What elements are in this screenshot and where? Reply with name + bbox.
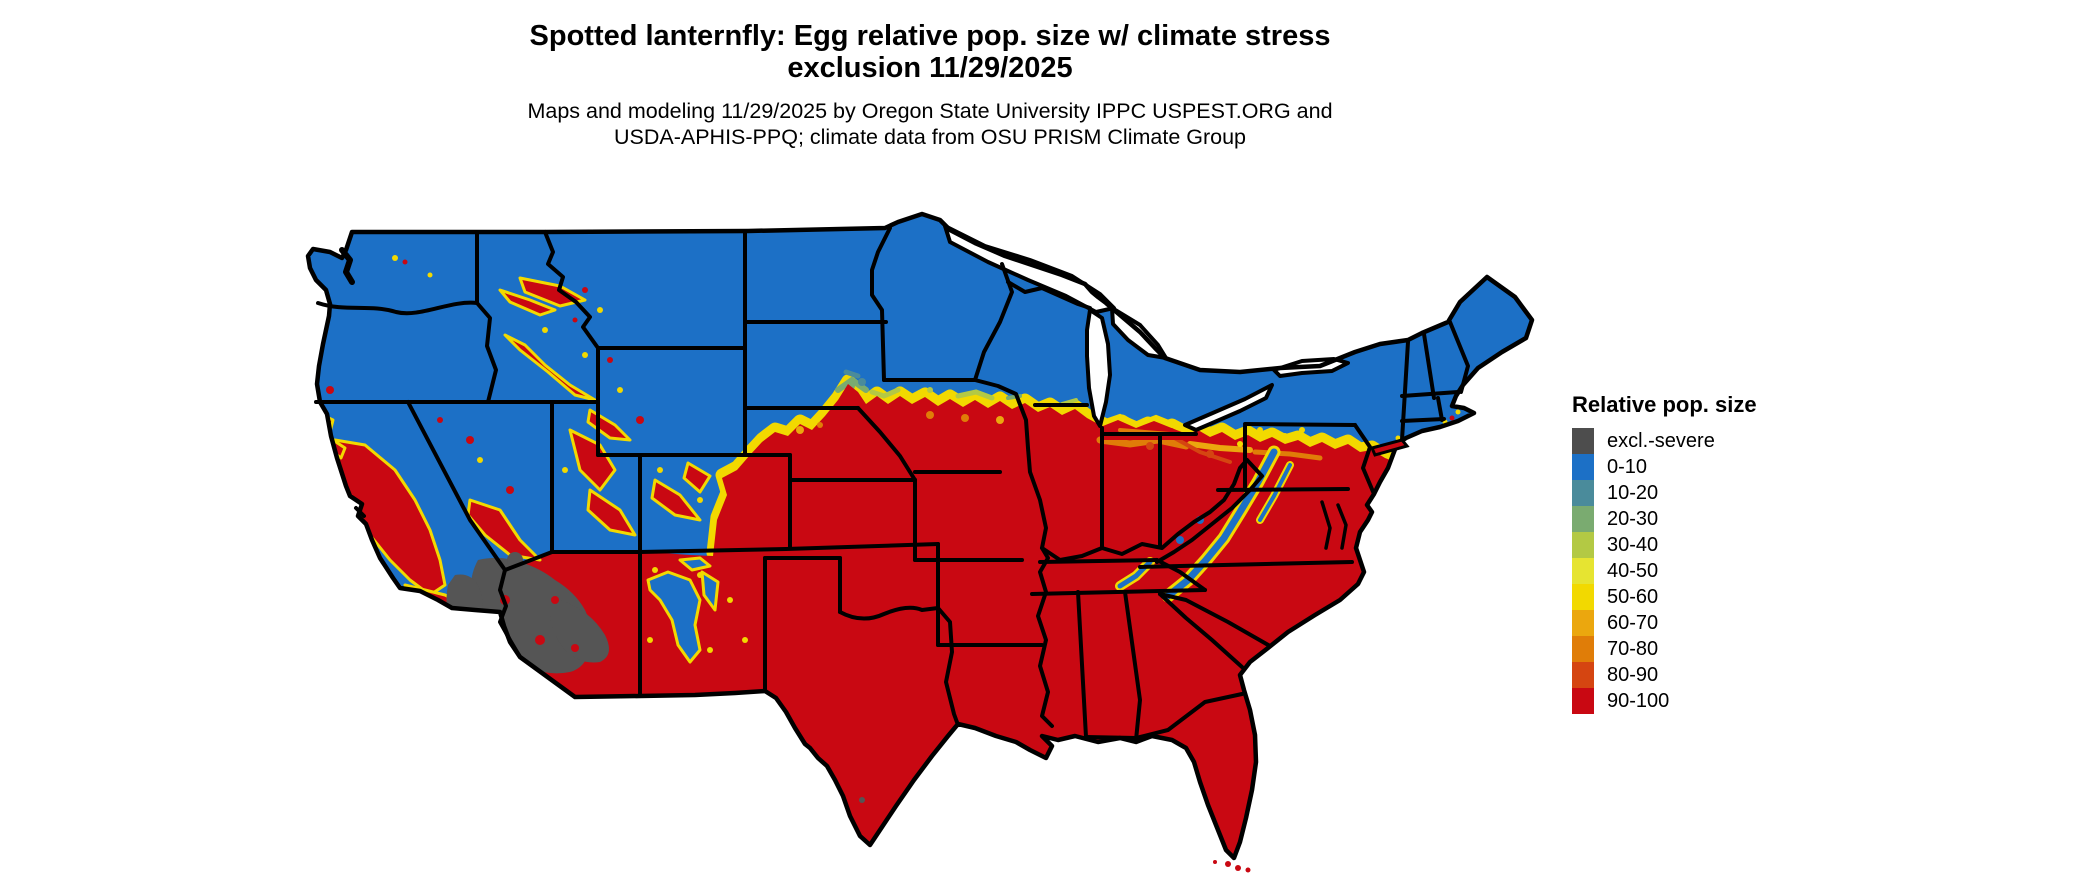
long-island bbox=[1369, 438, 1410, 457]
state-borders bbox=[305, 211, 1535, 861]
legend-row: 50-60 bbox=[1572, 584, 1812, 610]
legend-label: 30-40 bbox=[1607, 534, 1659, 556]
legend-label: 0-10 bbox=[1607, 456, 1648, 478]
legend-row: 80-90 bbox=[1572, 662, 1812, 688]
legend-row: 0-10 bbox=[1572, 454, 1812, 480]
legend-swatch bbox=[1572, 428, 1594, 454]
legend-row: 60-70 bbox=[1572, 610, 1812, 636]
legend-swatch bbox=[1572, 688, 1594, 714]
legend-label: 20-30 bbox=[1607, 508, 1659, 530]
legend-title: Relative pop. size bbox=[1572, 392, 1757, 417]
map-subtitle-line2: USDA-APHIS-PPQ; climate data from OSU PR… bbox=[613, 125, 1247, 149]
lake-michigan bbox=[1085, 308, 1112, 428]
map-legend: Relative pop. size excl.-severe 0-10 10-20… bbox=[1572, 392, 1812, 714]
legend-label: 10-20 bbox=[1607, 482, 1659, 504]
legend-label: 50-60 bbox=[1607, 586, 1659, 608]
legend-swatch bbox=[1572, 506, 1594, 532]
legend-swatch bbox=[1572, 610, 1594, 636]
legend-swatch bbox=[1572, 662, 1594, 688]
legend-row: 70-80 bbox=[1572, 636, 1812, 662]
legend-row: 10-20 bbox=[1572, 480, 1812, 506]
legend-rows: excl.-severe 0-10 10-20 20-30 30-40 40-50 50-6… bbox=[1572, 428, 1812, 714]
legend-swatch bbox=[1572, 532, 1594, 558]
legend-row: 20-30 bbox=[1572, 506, 1812, 532]
header: Spotted lanternfly: Egg relative pop. si… bbox=[230, 0, 1630, 150]
map-title-line2: exclusion 11/29/2025 bbox=[787, 52, 1073, 84]
legend-row: 40-50 bbox=[1572, 558, 1812, 584]
florida-keys bbox=[1213, 860, 1251, 873]
legend-row: excl.-severe bbox=[1572, 428, 1812, 454]
legend-swatch bbox=[1572, 584, 1594, 610]
legend-row: 30-40 bbox=[1572, 532, 1812, 558]
legend-swatch bbox=[1572, 454, 1594, 480]
map-title-line1: Spotted lanternfly: Egg relative pop. si… bbox=[529, 20, 1331, 52]
legend-label: 80-90 bbox=[1607, 664, 1659, 686]
legend-label: 40-50 bbox=[1607, 560, 1659, 582]
legend-row: 90-100 bbox=[1572, 688, 1812, 714]
legend-label: 90-100 bbox=[1607, 690, 1670, 712]
map-subtitle-line1: Maps and modeling 11/29/2025 by Oregon S… bbox=[527, 99, 1333, 123]
legend-label: 60-70 bbox=[1607, 612, 1659, 634]
legend-swatch bbox=[1572, 558, 1594, 584]
legend-swatch bbox=[1572, 636, 1594, 662]
transition-band-orange bbox=[796, 411, 1323, 464]
legend-label: excl.-severe bbox=[1607, 430, 1715, 452]
new-mexico-blue-lobes bbox=[646, 556, 720, 664]
lake-erie bbox=[1183, 383, 1274, 432]
legend-swatch bbox=[1572, 480, 1594, 506]
legend-label: 70-80 bbox=[1607, 638, 1659, 660]
